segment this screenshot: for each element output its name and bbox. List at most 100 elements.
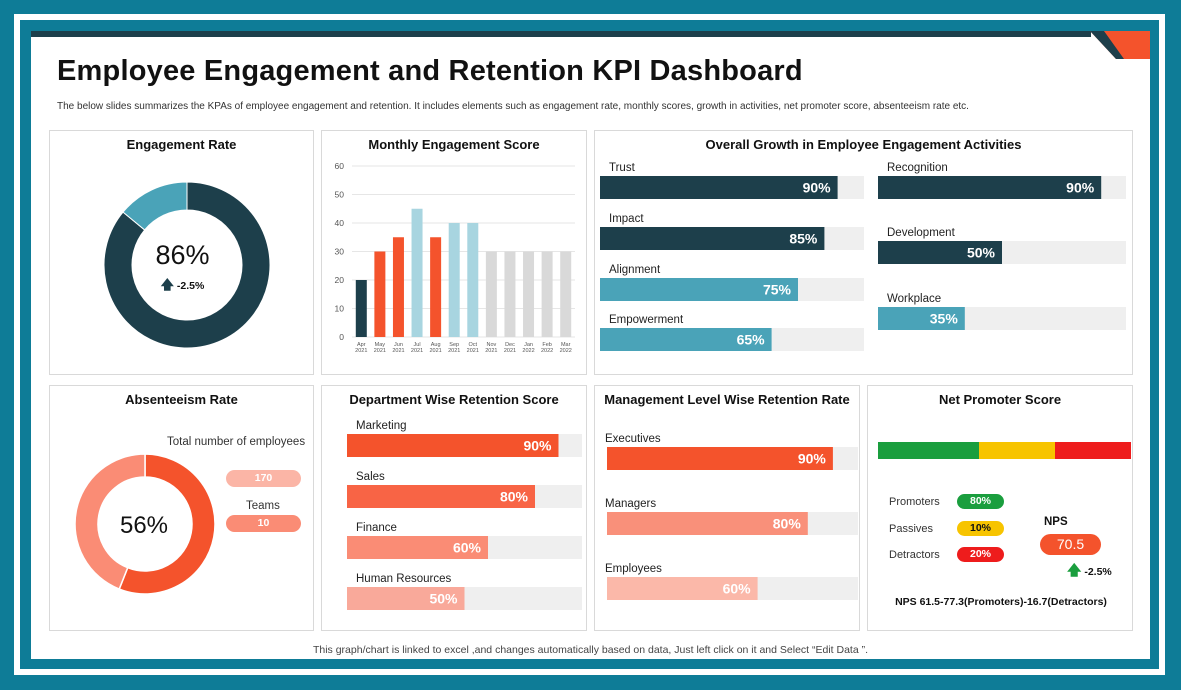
engagement-slice-engaged: [103, 181, 271, 349]
bar-value-finance: 60%: [453, 540, 482, 556]
bar-human-resources: [347, 587, 465, 610]
y-tick-label: 60: [335, 161, 345, 171]
passives-pill: 10%: [957, 521, 1004, 536]
promoters-pill: 80%: [957, 494, 1004, 509]
x-tick-year: 2022: [560, 348, 572, 354]
bar-label-alignment: Alignment: [609, 264, 661, 276]
y-tick-label: 30: [335, 247, 345, 257]
slide: Employee Engagement and Retention KPI Da…: [31, 31, 1150, 659]
department-retention-card[interactable]: Department Wise Retention Score Marketin…: [321, 385, 587, 631]
nps-change-value: -2.5%: [1084, 566, 1112, 578]
x-tick-month: Jan: [524, 342, 533, 348]
management-retention-card[interactable]: Management Level Wise Retention Rate Exe…: [594, 385, 860, 631]
bar-value-sales: 80%: [500, 489, 529, 505]
bar-value-human-resources: 50%: [429, 591, 458, 607]
bar-jun: [392, 237, 404, 337]
bar-label-human-resources: Human Resources: [356, 573, 451, 585]
total-employees-label: Total number of employees: [167, 436, 306, 448]
x-tick-year: 2021: [485, 348, 497, 354]
y-tick-label: 0: [339, 332, 344, 342]
x-tick-month: Mar: [561, 342, 571, 348]
bar-aug: [430, 237, 442, 337]
management-retention-chart[interactable]: Executives 90% Managers 80% Employees 60%: [595, 386, 861, 632]
bar-value-marketing: 90%: [523, 438, 552, 454]
x-tick-year: 2022: [522, 348, 534, 354]
bar-value-recognition: 90%: [1066, 180, 1095, 196]
engagement-rate-title: Engagement Rate: [126, 137, 237, 152]
bar-workplace: [878, 307, 965, 330]
nps-card[interactable]: Net Promoter Score Promoters 80% Passive…: [867, 385, 1133, 631]
page-title: Employee Engagement and Retention KPI Da…: [57, 55, 803, 87]
overall-growth-title: Overall Growth in Employee Engagement Ac…: [705, 137, 1022, 152]
nps-scale: [878, 442, 1131, 459]
detractors-pill: 20%: [957, 547, 1004, 562]
bar-value-employees: 60%: [723, 581, 752, 597]
bar-value-alignment: 75%: [763, 282, 792, 298]
x-tick-month: Sep: [449, 342, 459, 348]
x-tick-year: 2021: [355, 348, 367, 354]
bar-mar: [560, 251, 572, 337]
bar-marketing: [347, 434, 559, 457]
x-tick-month: Aug: [431, 342, 441, 348]
bar-label-workplace: Workplace: [887, 293, 941, 305]
bar-label-sales: Sales: [356, 471, 385, 483]
bar-label-managers: Managers: [605, 498, 656, 510]
bar-label-executives: Executives: [605, 433, 661, 445]
x-tick-month: Jun: [394, 342, 403, 348]
x-tick-year: 2021: [411, 348, 423, 354]
x-tick-year: 2021: [392, 348, 404, 354]
bar-employees: [607, 577, 758, 600]
bar-oct: [467, 223, 479, 337]
detractors-label: Detractors: [889, 549, 940, 561]
bar-sales: [347, 485, 535, 508]
corner-accent: [1090, 31, 1150, 59]
teams-pill: 10: [226, 515, 301, 532]
bar-jul: [411, 208, 423, 337]
x-tick-month: Dec: [505, 342, 515, 348]
bar-label-recognition: Recognition: [887, 162, 948, 174]
bar-jan: [523, 251, 535, 337]
x-tick-year: 2021: [467, 348, 479, 354]
monthly-engagement-card[interactable]: Monthly Engagement Score 0 10 20 30 40 50 60 Ap…: [321, 130, 587, 375]
bar-empowerment: [600, 328, 772, 351]
bar-value-empowerment: 65%: [737, 332, 766, 348]
bar-nov: [485, 251, 497, 337]
nps-change: 🡅 -2.5%: [1067, 560, 1112, 584]
absenteeism-card[interactable]: Absenteeism Rate 56% Total number of emp…: [49, 385, 314, 631]
bar-label-trust: Trust: [609, 162, 636, 174]
bar-value-development: 50%: [967, 245, 996, 261]
bar-dec: [504, 251, 516, 337]
bar-executives: [607, 447, 833, 470]
teams-label: Teams: [246, 500, 280, 512]
nps-title: Net Promoter Score: [938, 392, 1062, 407]
bar-sep: [448, 223, 460, 337]
x-tick-year: 2021: [504, 348, 516, 354]
nps-formula: NPS 61.5-77.3(Promoters)-16.7(Detractors…: [895, 596, 1107, 608]
engagement-donut[interactable]: [50, 131, 315, 376]
engagement-change: 🡅 -2.5%: [50, 276, 315, 298]
bar-label-empowerment: Empowerment: [609, 314, 684, 326]
absenteeism-donut[interactable]: [50, 386, 315, 632]
absenteeism-title: Absenteeism Rate: [125, 392, 238, 407]
bar-impact: [600, 227, 825, 250]
overall-growth-chart[interactable]: Trust 90% Impact 85% Alignment 75% Empowerment…: [595, 131, 1134, 376]
overall-growth-card[interactable]: Overall Growth in Employee Engagement Ac…: [594, 130, 1133, 375]
engagement-change-value: -2.5%: [176, 280, 205, 292]
department-retention-chart[interactable]: Marketing 90% Sales 80% Finance 60% Human Reso…: [322, 386, 588, 632]
nps-label: NPS: [1044, 516, 1068, 528]
nps-scale-yellow: [979, 442, 1055, 459]
bar-value-trust: 90%: [803, 180, 832, 196]
x-tick-year: 2021: [430, 348, 442, 354]
bar-label-impact: Impact: [609, 213, 644, 225]
bar-development: [878, 241, 1002, 264]
engagement-rate-card[interactable]: Engagement Rate 86% 🡅 -2.5%: [49, 130, 314, 375]
bar-value-executives: 90%: [798, 451, 827, 467]
monthly-engagement-chart[interactable]: 0102030405060Apr2021May2021Jun2021Jul202…: [322, 131, 588, 376]
monthly-engagement-title: Monthly Engagement Score: [368, 137, 540, 152]
top-bar: [31, 31, 1091, 37]
nps-scale-red: [1055, 442, 1131, 459]
department-retention-title: Department Wise Retention Score: [349, 392, 559, 407]
bar-alignment: [600, 278, 798, 301]
arrow-up-icon: 🡅: [160, 277, 174, 292]
bar-value-impact: 85%: [789, 231, 818, 247]
